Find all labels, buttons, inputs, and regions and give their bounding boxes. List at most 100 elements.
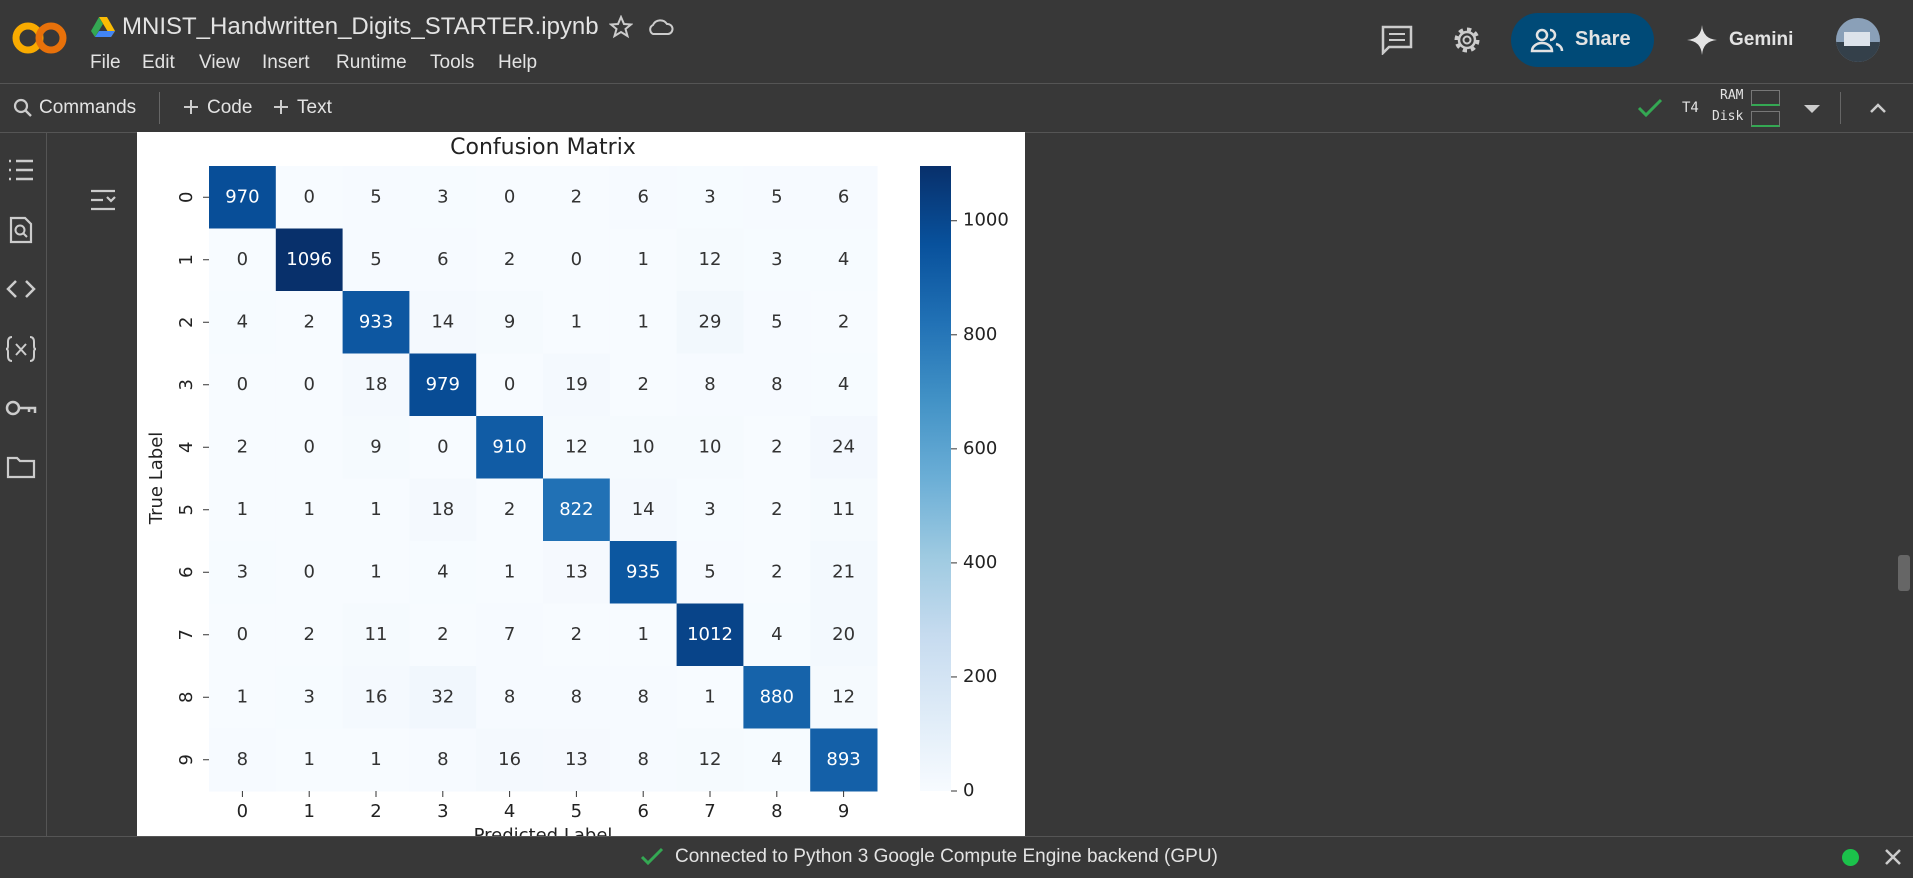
share-button[interactable]: Share <box>1511 13 1654 67</box>
cell-label: 1 <box>303 499 314 520</box>
cell-label: 4 <box>437 561 448 582</box>
heatmap-cell <box>476 353 544 417</box>
heatmap-cell <box>543 603 611 667</box>
cell-label: 6 <box>637 186 648 207</box>
secrets-icon[interactable] <box>5 398 37 418</box>
menu-item[interactable]: View <box>199 52 240 73</box>
files-icon[interactable] <box>6 455 36 479</box>
heatmap-cell <box>209 478 277 542</box>
status-indicator <box>1842 849 1859 866</box>
cell-label: 12 <box>832 686 855 707</box>
add-text-button[interactable]: Text <box>297 97 332 118</box>
heatmap-cell <box>476 416 544 479</box>
cell-label: 2 <box>838 311 849 332</box>
cell-label: 1 <box>370 749 381 770</box>
menu-item[interactable]: Edit <box>142 52 175 73</box>
settings-icon[interactable] <box>1451 24 1483 56</box>
heatmap-cell <box>609 228 678 292</box>
cell-label: 933 <box>359 311 393 332</box>
cell-label: 2 <box>437 624 448 645</box>
heatmap-cell <box>810 478 878 542</box>
runtime-type[interactable]: T4 <box>1682 100 1699 116</box>
cell-label: 0 <box>237 249 248 270</box>
cell-label: 0 <box>504 186 515 207</box>
search-icon[interactable] <box>13 98 33 118</box>
heatmap-cell <box>676 728 744 792</box>
x-tick-label: 3 <box>437 801 448 822</box>
cloud-icon[interactable] <box>646 16 674 38</box>
gemini-icon[interactable] <box>1687 25 1717 55</box>
add-code-button[interactable]: Code <box>207 97 253 118</box>
gemini-label[interactable]: Gemini <box>1729 29 1794 50</box>
heatmap-cell <box>543 728 611 792</box>
heatmap-cell <box>342 291 410 354</box>
colab-logo[interactable] <box>12 18 68 58</box>
cell-label: 12 <box>699 749 722 770</box>
add-code-icon[interactable] <box>183 99 199 115</box>
scrollbar-thumb[interactable] <box>1898 555 1910 591</box>
heatmap-cell <box>275 666 344 729</box>
cell-label: 5 <box>771 186 782 207</box>
menu-item[interactable]: File <box>90 52 121 73</box>
heatmap-cell <box>609 353 678 417</box>
ram-label[interactable]: RAM <box>1720 88 1744 103</box>
disk-label[interactable]: Disk <box>1712 109 1744 124</box>
commands-button[interactable]: Commands <box>39 97 137 118</box>
runtime-dropdown[interactable] <box>1803 104 1821 114</box>
menu-item[interactable]: Insert <box>262 52 310 73</box>
y-tick-label: 0 <box>176 192 197 203</box>
heatmap-cell <box>342 416 410 479</box>
menu-item[interactable]: Tools <box>430 52 475 73</box>
cell-label: 7 <box>504 624 515 645</box>
cell-label: 4 <box>237 311 248 332</box>
heatmap-cell <box>743 541 811 604</box>
heatmap-cell <box>275 416 344 479</box>
heatmap-cell <box>409 478 477 542</box>
menu-item[interactable]: Runtime <box>336 52 407 73</box>
heatmap-cell <box>676 666 744 729</box>
heatmap-cell <box>543 166 611 229</box>
heatmap-cell <box>409 541 477 604</box>
collapse-toolbar[interactable] <box>1869 102 1887 114</box>
colorbar-tick-label: 800 <box>963 324 997 345</box>
heatmap-cell <box>743 166 811 229</box>
separator <box>1840 92 1841 124</box>
chart-title: Confusion Matrix <box>450 135 636 160</box>
heatmap-cell <box>209 541 277 604</box>
cell-label: 3 <box>237 561 248 582</box>
cell-label: 19 <box>565 374 588 395</box>
add-text-icon[interactable] <box>273 99 289 115</box>
drive-icon[interactable] <box>91 16 115 38</box>
x-tick-label: 5 <box>571 801 582 822</box>
cell-label: 13 <box>565 561 588 582</box>
chart-output: Confusion Matrix True Label Predicted La… <box>137 132 1025 836</box>
heatmap-cell <box>543 478 611 542</box>
star-icon[interactable] <box>609 15 633 39</box>
find-icon[interactable] <box>8 216 34 244</box>
cell-label: 970 <box>225 186 259 207</box>
x-tick-label: 0 <box>237 801 248 822</box>
comments-icon[interactable] <box>1381 25 1413 55</box>
x-tick-label: 4 <box>504 801 515 822</box>
heatmap-cell <box>476 603 544 667</box>
heatmap-cell <box>810 416 878 479</box>
toc-icon[interactable] <box>7 158 35 182</box>
cell-label: 0 <box>303 374 314 395</box>
menu-item[interactable]: Help <box>498 52 538 73</box>
cell-label: 822 <box>559 499 593 520</box>
output-toggle[interactable] <box>89 188 117 212</box>
cell-label: 1012 <box>687 624 733 645</box>
notebook-title[interactable]: MNIST_Handwritten_Digits_STARTER.ipynb <box>122 13 599 40</box>
heatmap-cell <box>810 728 878 792</box>
heatmap-cell <box>543 416 611 479</box>
variables-icon[interactable] <box>5 335 37 363</box>
y-tick-label: 1 <box>176 254 197 265</box>
snippets-icon[interactable] <box>6 279 36 299</box>
heatmap-cell <box>676 541 744 604</box>
x-tick-label: 2 <box>370 801 381 822</box>
heatmap-cell <box>209 353 277 417</box>
close-status[interactable] <box>1884 848 1902 866</box>
avatar[interactable] <box>1836 18 1880 62</box>
cell-label: 8 <box>504 686 515 707</box>
